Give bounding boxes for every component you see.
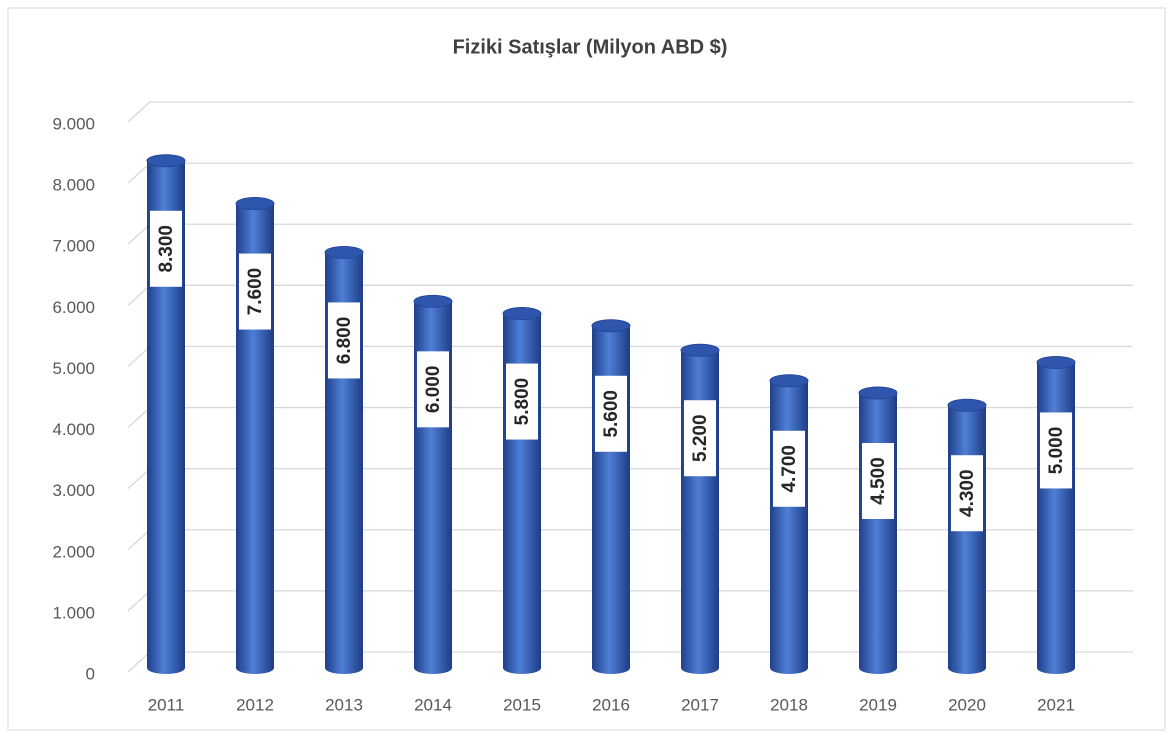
bar-top: [1036, 355, 1076, 369]
y-tick-label: 1.000: [52, 603, 95, 622]
x-tick-label: 2020: [948, 695, 986, 714]
y-tick-label: 3.000: [52, 481, 95, 500]
value-label: 4.300: [957, 469, 978, 517]
value-label: 5.600: [601, 390, 622, 438]
x-tick-label: 2012: [236, 695, 274, 714]
bar: [147, 160, 185, 674]
value-label: 5.000: [1046, 427, 1067, 475]
value-label: 8.300: [156, 225, 177, 273]
bar-top: [413, 294, 453, 308]
bar-top: [680, 343, 720, 357]
bar-top: [947, 398, 987, 412]
value-label-box: [150, 210, 182, 287]
grid-line: [127, 101, 1133, 123]
value-label-box: [417, 351, 449, 428]
value-label-box: [684, 400, 716, 477]
x-tick-label: 2021: [1037, 695, 1075, 714]
value-label: 4.700: [779, 445, 800, 493]
y-tick-label: 6.000: [52, 298, 95, 317]
bar: [948, 405, 986, 674]
value-label: 6.800: [334, 317, 355, 365]
bar-top: [591, 319, 631, 333]
y-tick-label: 9.000: [52, 114, 95, 133]
x-tick-label: 2011: [148, 695, 185, 714]
bar: [1037, 362, 1075, 674]
value-label: 5.200: [690, 414, 711, 462]
x-tick-label: 2013: [325, 695, 363, 714]
bar-top: [502, 307, 542, 321]
value-label-box: [773, 430, 805, 507]
bar-top: [235, 197, 275, 211]
y-tick-label: 0: [86, 664, 95, 683]
bar: [681, 350, 719, 674]
x-tick-label: 2016: [592, 695, 630, 714]
bar: [859, 393, 897, 674]
value-label: 4.500: [868, 457, 889, 505]
bar-top: [146, 154, 186, 168]
bar-top: [324, 245, 364, 259]
y-tick-label: 8.000: [52, 176, 95, 195]
x-tick-label: 2014: [414, 695, 452, 714]
y-tick-label: 5.000: [52, 359, 95, 378]
y-tick-label: 7.000: [52, 237, 95, 256]
value-label: 7.600: [245, 268, 266, 316]
value-label: 5.800: [512, 378, 533, 426]
value-label-box: [328, 302, 360, 379]
value-label-box: [862, 443, 894, 519]
y-tick-label: 2.000: [52, 542, 95, 561]
x-tick-label: 2015: [503, 695, 541, 714]
value-label-box: [595, 375, 627, 452]
bar-top: [858, 386, 898, 400]
bar: [770, 380, 808, 674]
y-tick-label: 4.000: [52, 420, 95, 439]
value-label: 6.000: [423, 366, 444, 414]
x-tick-label: 2019: [859, 695, 897, 714]
x-tick-label: 2017: [681, 695, 719, 714]
x-tick-label: 2018: [770, 695, 808, 714]
chart-title: Fiziki Satışlar (Milyon ABD $): [453, 36, 728, 58]
value-label-box: [506, 363, 538, 440]
bar-top: [769, 374, 809, 388]
value-label-box: [239, 253, 271, 330]
value-label-box: [1040, 412, 1072, 489]
value-label-box: [951, 455, 983, 532]
